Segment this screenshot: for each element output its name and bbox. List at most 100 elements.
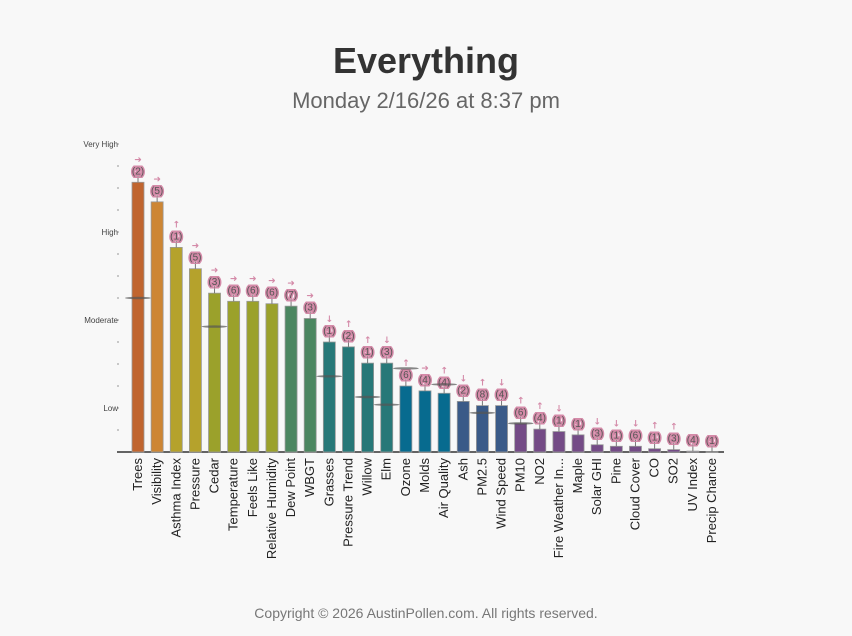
bar-visibility	[150, 201, 164, 453]
count-label: (3)	[381, 347, 393, 358]
trend-right-icon: ➜	[211, 266, 219, 276]
x-tick-label: CO	[647, 458, 662, 478]
copyright-footer: Copyright © 2026 AustinPollen.com. All r…	[254, 605, 598, 621]
count-label: (3)	[591, 429, 603, 440]
count-label: (1)	[170, 231, 182, 242]
trend-up-icon: ↑	[479, 379, 487, 389]
x-tick-label: UV Index	[685, 458, 700, 512]
x-tick-label: NO2	[532, 458, 547, 485]
bar-solar-ghi	[590, 444, 604, 453]
trend-up-icon: ↑	[402, 359, 410, 369]
x-tick-label: Temperature	[226, 458, 241, 531]
trend-down-icon: ↓	[613, 419, 621, 429]
count-label: (1)	[648, 433, 660, 444]
count-label: (1)	[553, 416, 565, 427]
x-tick-label: Pressure Trend	[340, 458, 355, 547]
bar-pressure-trend	[342, 346, 355, 453]
bar-willow	[361, 362, 375, 453]
bar-feels-like	[246, 300, 260, 453]
bar-relative-humidity	[265, 303, 279, 453]
bar-uv-index	[686, 450, 700, 453]
x-tick-label: WBGT	[302, 458, 317, 497]
bar-no2	[533, 428, 547, 453]
count-label: (6)	[515, 407, 527, 418]
bar-pressure	[188, 268, 202, 453]
average-marker	[469, 411, 496, 415]
trend-down-icon: ↓	[632, 419, 640, 429]
bar-maple	[571, 434, 585, 453]
x-tick-label: Maple	[570, 458, 585, 493]
trend-down-icon: ↓	[555, 405, 563, 415]
x-tick-label: Grasses	[321, 458, 336, 507]
trend-right-icon: ➜	[287, 279, 295, 289]
count-label: (1)	[572, 419, 584, 430]
trend-down-icon: ↓	[498, 379, 506, 389]
trend-down-icon: ↓	[326, 315, 334, 325]
x-tick-label: Air Quality	[436, 458, 451, 518]
trend-right-icon: ➜	[421, 364, 429, 374]
bar-precip-chance	[705, 451, 719, 453]
count-label: (2)	[457, 385, 469, 396]
trend-up-icon: ↑	[651, 422, 659, 432]
bar-air-quality	[437, 392, 451, 453]
average-marker	[373, 403, 400, 406]
x-tick-label: SO2	[666, 458, 681, 484]
count-label: (1)	[323, 326, 335, 337]
average-marker	[431, 383, 458, 386]
bar-ozone	[399, 385, 413, 453]
x-tick-label: Wind Speed	[494, 458, 509, 529]
average-marker	[507, 422, 534, 425]
trend-up-icon: ↑	[172, 220, 180, 230]
count-label: (6)	[228, 285, 240, 296]
trend-right-icon: ➜	[249, 274, 257, 284]
y-tick-label: High	[102, 228, 118, 237]
x-tick-label: Elm	[379, 458, 394, 480]
trend-right-icon: ➜	[306, 291, 314, 301]
trend-right-icon: ➜	[230, 274, 238, 284]
count-label: (5)	[189, 253, 201, 264]
trend-right-icon: ➜	[192, 242, 200, 252]
x-tick-label: Dew Point	[283, 458, 298, 518]
bar-asthma-index	[169, 246, 183, 453]
x-tick-label: Pressure	[187, 458, 202, 510]
count-label: (3)	[304, 302, 316, 313]
trend-up-icon: ↑	[345, 320, 353, 330]
bar-temperature	[227, 300, 241, 453]
x-tick-label: Relative Humidity	[264, 458, 279, 560]
bar-elm	[380, 362, 394, 453]
count-label: (4)	[438, 377, 450, 388]
x-tick-label: Ash	[455, 458, 470, 480]
bar-molds	[418, 390, 432, 453]
count-label: (1)	[361, 347, 373, 358]
bar-fire-weather-in-	[552, 431, 566, 453]
trend-right-icon: ➜	[134, 155, 142, 165]
x-tick-label: Willow	[360, 457, 375, 495]
trend-up-icon: ↑	[670, 423, 678, 433]
average-marker	[316, 375, 343, 378]
x-tick-label: Trees	[130, 458, 145, 491]
y-tick-label: Very High	[83, 140, 118, 149]
count-label: (1)	[610, 430, 622, 441]
count-label: (3)	[208, 277, 220, 288]
bar-wind-speed	[495, 405, 508, 453]
bar-pine	[609, 445, 623, 453]
bar-so2	[667, 449, 681, 453]
y-tick-label: Low	[103, 404, 118, 413]
x-tick-label: PM10	[513, 458, 528, 492]
trend-up-icon: ↑	[517, 396, 525, 406]
x-tick-label: PM2.5	[474, 458, 489, 496]
x-tick-label: Feels Like	[245, 458, 260, 517]
average-marker	[125, 296, 151, 300]
count-label: (7)	[285, 290, 297, 301]
trend-up-icon: ↑	[364, 336, 372, 346]
x-tick-label: Asthma Index	[168, 458, 183, 538]
x-tick-label: Solar GHI	[589, 458, 604, 515]
bar-pm10	[514, 422, 528, 453]
average-marker	[392, 367, 419, 370]
trend-right-icon: ➜	[268, 277, 276, 287]
trend-up-icon: ↑	[536, 402, 544, 412]
trend-down-icon: ↓	[383, 336, 391, 346]
trend-up-icon: ↑	[440, 366, 448, 376]
